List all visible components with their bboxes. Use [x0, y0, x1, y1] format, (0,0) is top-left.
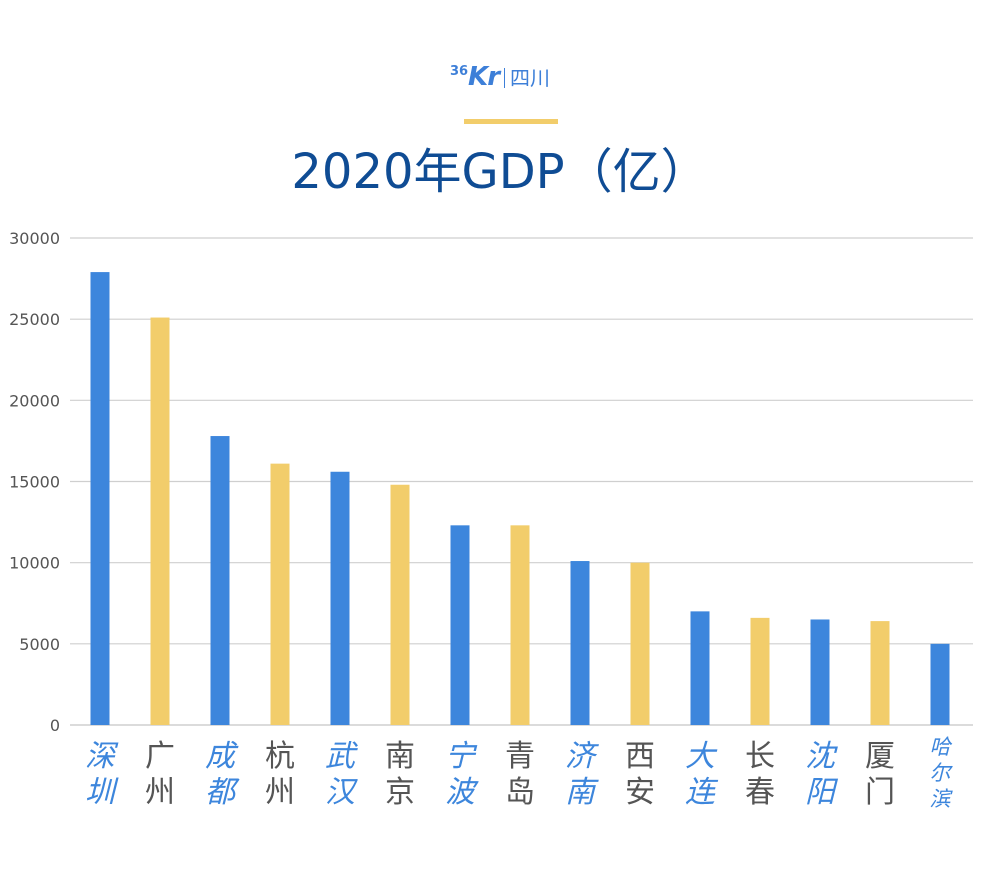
- x-category-label: 成都: [205, 739, 240, 810]
- y-tick-label: 5000: [19, 635, 60, 654]
- bar: [930, 643, 950, 725]
- bar: [450, 525, 470, 725]
- y-tick-label: 30000: [9, 229, 60, 248]
- logo-region: 四川: [510, 66, 551, 90]
- x-category-label: 长春: [745, 739, 775, 810]
- x-category-label: 杭州: [265, 739, 295, 810]
- x-category-label: 青岛: [505, 739, 535, 810]
- logo-kr: Kr: [468, 62, 500, 92]
- y-tick-label: 20000: [9, 391, 60, 410]
- bar: [510, 525, 530, 725]
- brand-logo: 36Kr 四川: [0, 62, 1000, 92]
- bar: [270, 463, 290, 725]
- bar: [690, 611, 710, 725]
- y-tick-label: 10000: [9, 554, 60, 573]
- x-category-label: 西安: [625, 739, 655, 810]
- x-category-label: 沈阳: [805, 739, 839, 810]
- x-category-label: 济南: [565, 739, 599, 810]
- bar: [870, 621, 890, 725]
- bar: [630, 562, 650, 725]
- x-category-label: 广州: [145, 739, 175, 810]
- x-category-label: 南京: [385, 739, 415, 810]
- x-category-label: 厦门: [865, 739, 895, 810]
- bar: [570, 561, 590, 725]
- chart-title: 2020年GDP（亿）: [291, 144, 709, 200]
- y-tick-label: 15000: [9, 473, 60, 492]
- logo-number: 36: [449, 64, 469, 79]
- logo-divider: [504, 68, 506, 88]
- bar: [330, 471, 350, 725]
- x-category-label: 宁波: [445, 739, 479, 810]
- y-tick-label: 25000: [9, 310, 60, 329]
- x-category-label: 深圳: [85, 739, 119, 810]
- bar: [150, 317, 170, 725]
- x-category-label: 哈尔滨: [930, 735, 954, 811]
- bar: [210, 436, 230, 725]
- y-tick-label: 0: [50, 716, 60, 735]
- bar: [750, 617, 770, 725]
- bar: [390, 484, 410, 725]
- x-category-label: 武汉: [325, 739, 358, 810]
- bar: [810, 619, 830, 725]
- bar: [90, 272, 110, 725]
- x-category-label: 大连: [685, 739, 719, 810]
- title-underline: [464, 119, 558, 124]
